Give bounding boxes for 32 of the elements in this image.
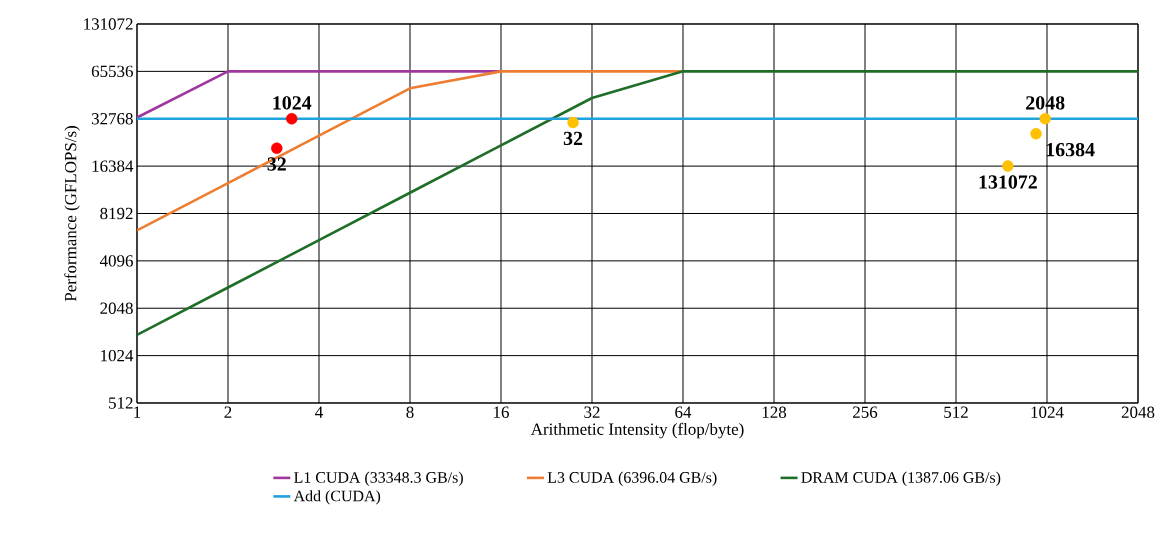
x-tick-label: 16	[494, 406, 509, 418]
y-tick-label: 4096	[99, 255, 133, 267]
y-tick-label: 32768	[91, 113, 133, 125]
x-tick-label: 2048	[1121, 406, 1155, 418]
x-axis-title: Arithmetic Intensity (flop/byte)	[530, 422, 744, 439]
x-tick-label: 64	[675, 406, 692, 418]
y-tick-label: 65536	[91, 65, 133, 78]
x-tick-label: 32	[584, 406, 600, 418]
annotation: 131072	[979, 175, 1037, 189]
annotation: 1024	[273, 96, 312, 110]
annotation: 16384	[1046, 142, 1095, 157]
annotation: 2048	[1026, 96, 1065, 110]
x-tick-label: 256	[853, 406, 878, 418]
x-tick-label: 1024	[1031, 406, 1064, 418]
x-tick-label: 8	[406, 406, 414, 418]
annotation: 32	[563, 131, 583, 146]
y-tick-label: 8192	[100, 207, 133, 220]
y-tick-label: 16384	[92, 160, 134, 172]
legend-label: L3 CUDA (6396.04 GB/s)	[547, 471, 717, 487]
x-tick-label: 512	[944, 406, 968, 418]
y-tick-label: 1024	[101, 349, 134, 362]
x-tick-label: 128	[762, 406, 787, 418]
y-tick-label: 131072	[84, 18, 133, 30]
x-tick-label: 4	[315, 406, 323, 418]
legend-label: DRAM CUDA (1387.06 GB/s)	[801, 471, 1001, 487]
y-axis-title: Performance (GFLOPS/s)	[64, 126, 80, 302]
y-tick-label: 2048	[100, 302, 133, 314]
x-tick-label: 1	[134, 406, 141, 418]
y-tick-label: 512	[109, 397, 133, 409]
x-tick-label: 2	[224, 406, 232, 418]
legend-label: L1 CUDA (33348.3 GB/s)	[294, 471, 463, 487]
legend-label: Add (CUDA)	[293, 490, 381, 505]
